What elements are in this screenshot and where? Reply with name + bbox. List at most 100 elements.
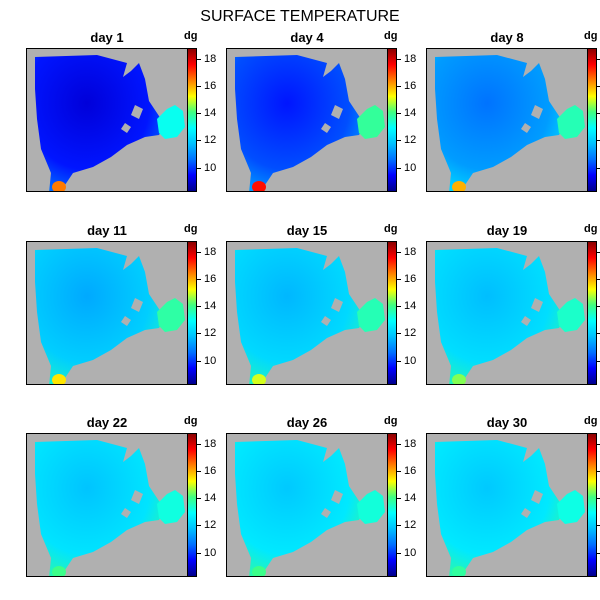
colorbar-tick bbox=[197, 360, 201, 362]
colorbar-tick-label: 14 bbox=[204, 107, 217, 120]
colorbar-tick bbox=[397, 167, 401, 169]
eastern-basin bbox=[157, 298, 185, 332]
islands bbox=[521, 298, 543, 326]
map-plot-area bbox=[226, 241, 388, 385]
colorbar-tick bbox=[197, 306, 201, 308]
temperature-map bbox=[35, 440, 185, 576]
colorbar-tick bbox=[397, 279, 401, 281]
colorbar bbox=[187, 48, 197, 192]
colorbar-tick bbox=[597, 525, 600, 527]
colorbar-tick bbox=[397, 360, 401, 362]
panel-title: day 30 bbox=[486, 415, 528, 430]
colorbar-tick-label: 18 bbox=[404, 52, 417, 65]
colorbar-tick bbox=[597, 140, 600, 142]
colorbar-tick bbox=[597, 113, 600, 115]
colorbar-tick-label: 10 bbox=[204, 161, 217, 174]
islands bbox=[521, 105, 543, 133]
colorbar-tick-label: 16 bbox=[404, 273, 417, 286]
colorbar-unit-label: dg bbox=[184, 30, 198, 42]
colorbar-tick bbox=[597, 251, 600, 253]
warm-spot bbox=[452, 566, 466, 576]
colorbar-tick-label: 10 bbox=[204, 546, 217, 559]
sea-surface-area bbox=[235, 55, 365, 191]
sea-surface-area bbox=[35, 248, 165, 384]
panel-title: day 26 bbox=[286, 415, 328, 430]
colorbar-tick-label: 12 bbox=[204, 134, 217, 147]
colorbar bbox=[187, 241, 197, 385]
colorbar-tick bbox=[197, 251, 201, 253]
panel-title: day 8 bbox=[490, 30, 524, 45]
colorbar-tick bbox=[597, 498, 600, 500]
colorbar-tick bbox=[197, 471, 201, 473]
map-plot-area bbox=[226, 48, 388, 192]
colorbar-tick-label: 10 bbox=[204, 354, 217, 367]
colorbar-tick bbox=[197, 498, 201, 500]
colorbar-tick-label: 12 bbox=[404, 327, 417, 340]
panel-title: day 11 bbox=[87, 223, 127, 238]
temperature-map bbox=[435, 248, 585, 384]
colorbar-unit-label: dg bbox=[584, 415, 598, 427]
colorbar-unit-label: dg bbox=[384, 223, 398, 235]
colorbar-tick-label: 12 bbox=[204, 327, 217, 340]
map-plot-area bbox=[426, 433, 588, 577]
colorbar-tick-label: 12 bbox=[404, 134, 417, 147]
colorbar-tick bbox=[197, 279, 201, 281]
colorbar-tick bbox=[597, 86, 600, 88]
colorbar-tick bbox=[197, 86, 201, 88]
warm-spot bbox=[252, 374, 266, 384]
colorbar-tick-label: 18 bbox=[204, 437, 217, 450]
colorbar-tick-label: 18 bbox=[204, 52, 217, 65]
temperature-map bbox=[235, 55, 385, 191]
colorbar-tick bbox=[397, 86, 401, 88]
colorbar-tick bbox=[197, 443, 201, 445]
colorbar-tick-label: 18 bbox=[204, 245, 217, 258]
colorbar-tick bbox=[597, 58, 600, 60]
colorbar-tick-label: 16 bbox=[204, 80, 217, 93]
colorbar-tick-label: 16 bbox=[204, 465, 217, 478]
colorbar-tick-label: 14 bbox=[204, 300, 217, 313]
colorbar-tick-label: 14 bbox=[404, 300, 417, 313]
colorbar bbox=[587, 433, 597, 577]
colorbar bbox=[187, 433, 197, 577]
colorbar bbox=[387, 433, 397, 577]
colorbar-tick bbox=[197, 552, 201, 554]
colorbar-tick bbox=[597, 167, 600, 169]
colorbar-tick bbox=[197, 525, 201, 527]
warm-spot bbox=[252, 566, 266, 576]
islands bbox=[121, 298, 143, 326]
colorbar-tick bbox=[397, 443, 401, 445]
islands bbox=[321, 105, 343, 133]
colorbar-tick-label: 12 bbox=[204, 519, 217, 532]
colorbar-tick-label: 10 bbox=[404, 354, 417, 367]
colorbar bbox=[587, 241, 597, 385]
colorbar-tick-label: 18 bbox=[404, 437, 417, 450]
islands bbox=[121, 105, 143, 133]
colorbar-tick-label: 10 bbox=[404, 161, 417, 174]
colorbar-unit-label: dg bbox=[184, 415, 198, 427]
colorbar-tick bbox=[197, 113, 201, 115]
panel-title: day 19 bbox=[486, 223, 528, 238]
colorbar-tick bbox=[197, 58, 201, 60]
sea-surface-area bbox=[435, 440, 565, 576]
colorbar bbox=[387, 48, 397, 192]
temperature-map bbox=[435, 440, 585, 576]
panel-title: day 4 bbox=[290, 30, 324, 45]
eastern-basin bbox=[157, 490, 185, 524]
colorbar-tick-label: 14 bbox=[404, 492, 417, 505]
colorbar-tick bbox=[597, 333, 600, 335]
panel-title: day 15 bbox=[286, 223, 328, 238]
eastern-basin bbox=[157, 105, 185, 139]
colorbar-tick bbox=[397, 113, 401, 115]
colorbar-tick-label: 10 bbox=[404, 546, 417, 559]
colorbar-unit-label: dg bbox=[584, 223, 598, 235]
map-plot-area bbox=[26, 241, 188, 385]
colorbar-tick bbox=[397, 140, 401, 142]
sea-surface-area bbox=[35, 440, 165, 576]
warm-spot bbox=[452, 181, 466, 191]
map-plot-area bbox=[26, 433, 188, 577]
temperature-map bbox=[35, 248, 185, 384]
colorbar-tick bbox=[197, 140, 201, 142]
colorbar-tick bbox=[397, 333, 401, 335]
temperature-map bbox=[435, 55, 585, 191]
warm-spot bbox=[52, 566, 66, 576]
